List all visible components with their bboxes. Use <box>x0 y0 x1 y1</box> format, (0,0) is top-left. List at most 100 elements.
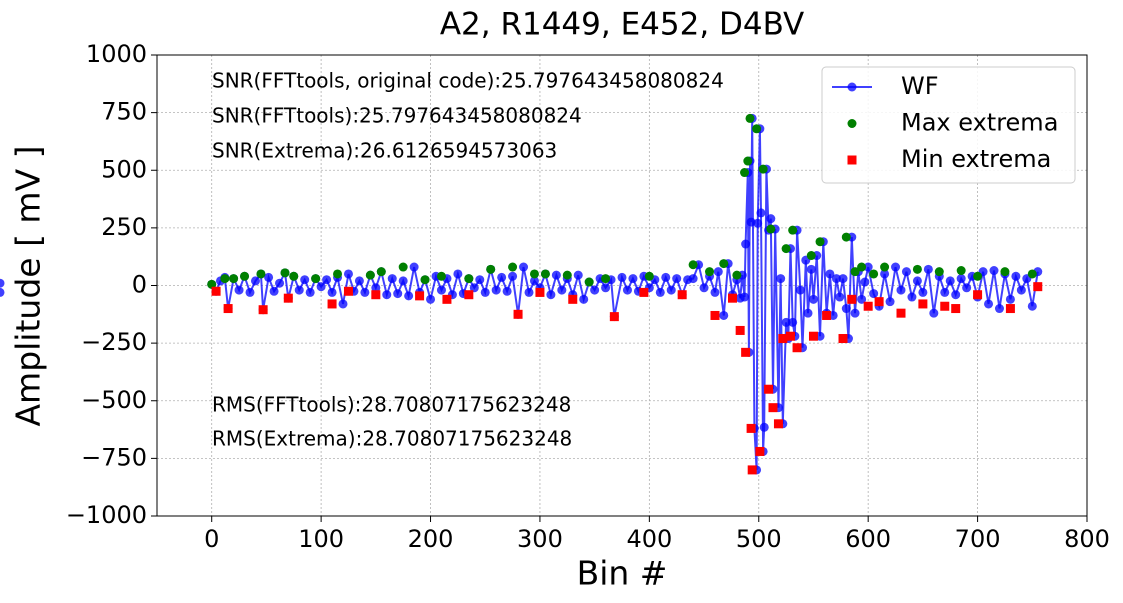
wf-point <box>962 283 972 293</box>
wf-point <box>719 310 729 320</box>
wf-point <box>940 287 950 297</box>
wf-point <box>699 283 709 293</box>
min-extremum <box>764 384 774 394</box>
wf-point <box>781 317 791 327</box>
wf-point <box>234 285 244 295</box>
wf-point <box>740 292 750 302</box>
wf-point <box>891 262 901 272</box>
max-extremum <box>207 279 217 289</box>
wf-point <box>398 276 408 286</box>
min-extremum <box>773 419 783 429</box>
wf-point <box>305 287 315 297</box>
y-axis-label: Amplitude [ mV ] <box>9 145 48 426</box>
y-tick-label: −750 <box>81 443 147 471</box>
wf-point <box>426 294 436 304</box>
x-tick-label: 700 <box>955 525 1001 553</box>
wf-point <box>806 264 816 274</box>
wf-point <box>838 274 848 284</box>
wf-point <box>885 297 895 307</box>
wf-point <box>436 285 446 295</box>
wf-point <box>788 317 798 327</box>
max-extremum <box>956 266 966 276</box>
min-extremum <box>1033 282 1043 292</box>
wf-point <box>831 274 841 284</box>
min-extremum <box>755 446 765 456</box>
min-extremum <box>677 290 687 300</box>
max-extremum <box>240 271 250 281</box>
y-tick-label: 1000 <box>86 40 147 68</box>
wf-point <box>316 282 326 292</box>
min-extremum <box>371 290 381 300</box>
wf-point <box>502 286 512 296</box>
max-extremum <box>311 274 321 284</box>
wf-point <box>617 272 627 282</box>
min-extremum <box>874 297 884 307</box>
wf-point <box>741 239 751 249</box>
annotation: SNR(FFTtools):25.797643458080824 <box>212 104 582 128</box>
wf-point <box>529 276 539 286</box>
wf-point <box>880 269 890 279</box>
chart-title: A2, R1449, E452, D4BV <box>440 7 804 43</box>
min-extremum <box>746 423 756 433</box>
max-extremum <box>1027 269 1037 279</box>
wf-point <box>776 274 786 284</box>
max-extremum <box>540 269 550 279</box>
wf-point <box>994 304 1004 314</box>
min-extremum <box>513 309 523 319</box>
wf-point <box>901 267 911 277</box>
wf-point <box>404 291 414 301</box>
max-extremum <box>420 275 430 285</box>
max-extremum <box>229 274 239 284</box>
wf-point <box>860 277 870 287</box>
x-tick-label: 400 <box>626 525 672 553</box>
wf-point <box>519 262 529 272</box>
wf-point <box>710 287 720 297</box>
min-extremum <box>940 301 950 311</box>
x-tick-label: 500 <box>736 525 782 553</box>
max-extremum <box>289 271 299 281</box>
wf-point <box>557 285 567 295</box>
min-extremum <box>896 308 906 318</box>
max-extremum <box>464 274 474 284</box>
legend-label: Max extrema <box>901 109 1058 137</box>
max-extremum <box>256 269 266 279</box>
wf-point <box>989 266 999 276</box>
max-extremum <box>912 264 922 274</box>
wf-point <box>896 285 906 295</box>
legend-label: WF <box>901 72 939 100</box>
y-tick-label: 0 <box>132 271 147 299</box>
min-extremum <box>728 293 738 303</box>
legend-label: Min extrema <box>901 145 1051 173</box>
wf-point <box>907 292 917 302</box>
min-extremum <box>343 286 353 296</box>
max-extremum <box>280 268 290 278</box>
wf-point <box>579 294 589 304</box>
max-extremum <box>644 271 654 281</box>
wf-point <box>497 272 507 282</box>
max-extremum <box>880 262 890 272</box>
wf-point <box>753 218 763 228</box>
wf-point <box>766 214 776 224</box>
wf-point <box>300 275 310 285</box>
min-extremum <box>792 343 802 353</box>
min-extremum <box>464 290 474 300</box>
wf-point <box>269 286 279 296</box>
wf-point <box>1027 301 1037 311</box>
min-extremum <box>710 310 720 320</box>
wf-point <box>360 287 370 297</box>
max-extremum <box>815 237 825 247</box>
wf-point <box>327 287 337 297</box>
max-extremum <box>436 271 446 281</box>
min-extremum <box>568 294 578 304</box>
wf-point <box>354 276 364 286</box>
annotation: RMS(FFTtools):28.70807175623248 <box>212 393 571 417</box>
min-extremum <box>785 331 795 341</box>
max-extremum <box>841 232 851 242</box>
min-extremum <box>741 347 751 357</box>
wf-point <box>923 264 933 274</box>
wf-point <box>984 299 994 309</box>
wf-point <box>945 276 955 286</box>
wf-point <box>863 262 873 272</box>
wf-point <box>409 262 419 272</box>
